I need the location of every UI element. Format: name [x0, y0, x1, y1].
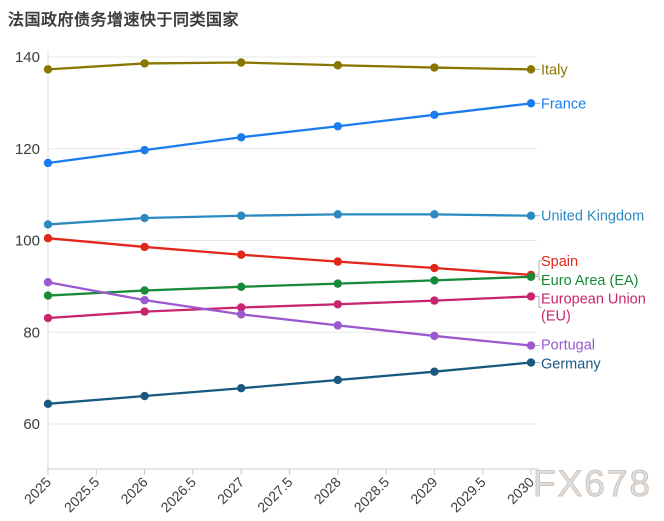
point-italy-2025[interactable]	[43, 65, 53, 74]
point-portugal-2029[interactable]	[430, 331, 439, 341]
x-tick-label-2030: 2030	[504, 474, 537, 507]
x-tick-label-2028: 2028	[311, 474, 344, 507]
point-italy-2028[interactable]	[333, 61, 342, 70]
point-united-kingdom-2027[interactable]	[237, 211, 246, 220]
chart-title: 法国政府债务增速快于同类国家	[8, 12, 240, 29]
point-germany-2029[interactable]	[430, 367, 439, 376]
y-tick-label-80: 80	[23, 324, 40, 341]
point-united-kingdom-2025[interactable]	[43, 220, 53, 229]
point-spain-2028[interactable]	[333, 257, 342, 266]
point-italy-2027[interactable]	[237, 58, 246, 67]
point-euro-area-ea-2030[interactable]	[526, 272, 536, 281]
point-european-union-eu-2027[interactable]	[237, 303, 246, 312]
point-germany-2025[interactable]	[43, 399, 53, 409]
label-leader-european-union-eu	[535, 295, 542, 308]
y-tick-label-120: 120	[15, 141, 40, 158]
series-line-germany	[46, 361, 533, 405]
series-line-portugal	[46, 281, 533, 347]
point-spain-2025[interactable]	[43, 234, 53, 243]
point-germany-2028[interactable]	[333, 375, 342, 385]
point-italy-2026[interactable]	[140, 59, 149, 68]
x-tick-label-2028.5: 2028.5	[351, 474, 393, 516]
series-line-france	[46, 102, 533, 165]
series-label-france: France	[541, 96, 586, 112]
point-european-union-eu-2026[interactable]	[140, 307, 149, 316]
series-label-euro-area-ea: Euro Area (EA)	[541, 273, 639, 289]
y-tick-label-60: 60	[23, 416, 40, 433]
label-leader-euro-area-ea	[535, 276, 542, 281]
series-label-united-kingdom: United Kingdom	[541, 209, 644, 225]
point-france-2030[interactable]	[526, 99, 536, 108]
x-tick-label-2029: 2029	[407, 474, 440, 507]
point-portugal-2028[interactable]	[333, 321, 342, 330]
point-united-kingdom-2028[interactable]	[333, 210, 342, 219]
series-label-european-union-eu: European Union (EU)	[541, 291, 646, 324]
point-italy-2030[interactable]	[526, 65, 536, 74]
point-spain-2027[interactable]	[237, 250, 246, 259]
point-france-2027[interactable]	[237, 133, 246, 142]
y-tick-label-140: 140	[15, 49, 40, 66]
point-united-kingdom-2029[interactable]	[430, 210, 439, 219]
x-tick-label-2027.5: 2027.5	[254, 474, 296, 516]
x-tick-label-2027: 2027	[214, 474, 247, 507]
point-euro-area-ea-2025[interactable]	[43, 291, 53, 300]
y-tick-label-100: 100	[15, 233, 40, 250]
point-spain-2026[interactable]	[140, 242, 149, 252]
point-portugal-2027[interactable]	[237, 310, 246, 319]
series-line-euro-area-ea	[46, 275, 533, 297]
series-line-united-kingdom	[46, 213, 533, 226]
series-label-portugal: Portugal	[541, 338, 595, 354]
point-germany-2026[interactable]	[140, 391, 149, 401]
series-label-spain: Spain	[541, 254, 578, 270]
watermark: FX678	[532, 463, 653, 505]
point-france-2026[interactable]	[140, 145, 149, 155]
point-european-union-eu-2030[interactable]	[526, 292, 536, 301]
point-germany-2030[interactable]	[526, 358, 536, 367]
point-spain-2029[interactable]	[430, 263, 439, 273]
point-france-2029[interactable]	[430, 110, 439, 120]
series-label-italy: Italy	[541, 62, 568, 78]
point-euro-area-ea-2026[interactable]	[140, 286, 149, 295]
point-portugal-2025[interactable]	[43, 278, 53, 287]
x-tick-label-2029.5: 2029.5	[447, 474, 489, 516]
point-euro-area-ea-2028[interactable]	[333, 279, 342, 288]
point-portugal-2030[interactable]	[526, 341, 536, 350]
point-italy-2029[interactable]	[430, 63, 439, 72]
point-portugal-2026[interactable]	[140, 295, 149, 305]
x-tick-label-2025.5: 2025.5	[61, 474, 103, 516]
x-tick-label-2026.5: 2026.5	[157, 474, 199, 516]
point-euro-area-ea-2027[interactable]	[237, 282, 246, 292]
point-france-2025[interactable]	[43, 158, 53, 168]
point-european-union-eu-2028[interactable]	[333, 300, 342, 309]
point-france-2028[interactable]	[333, 122, 342, 131]
label-leader-spain	[535, 260, 542, 276]
series-line-italy	[46, 61, 533, 71]
x-tick-label-2025: 2025	[21, 474, 54, 507]
series-label-germany: Germany	[541, 357, 601, 373]
series-line-european-union-eu	[46, 295, 533, 320]
x-tick-label-2026: 2026	[117, 474, 150, 507]
point-united-kingdom-2026[interactable]	[140, 213, 149, 223]
point-european-union-eu-2025[interactable]	[43, 313, 53, 323]
point-european-union-eu-2029[interactable]	[430, 296, 439, 305]
point-euro-area-ea-2029[interactable]	[430, 276, 439, 285]
series-line-spain	[46, 237, 533, 277]
point-germany-2027[interactable]	[237, 384, 246, 393]
point-united-kingdom-2030[interactable]	[526, 211, 536, 220]
